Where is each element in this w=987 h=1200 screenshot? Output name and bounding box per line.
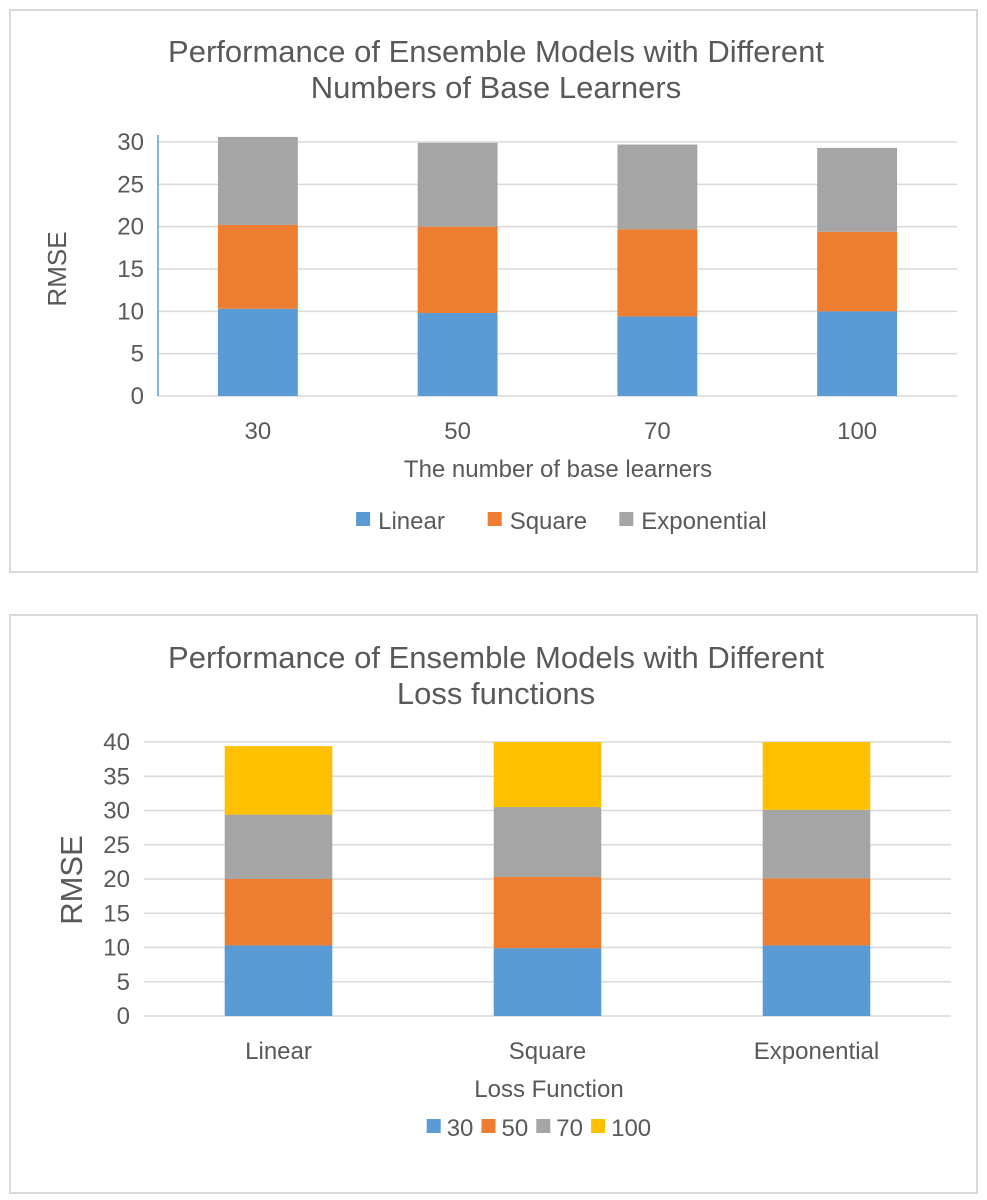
y-tick-labels: 0 5 10 15 20 25 30 — [117, 129, 144, 410]
chart-title-line-2: Numbers of Base Learners — [311, 70, 681, 105]
y-tick-labels: 0 5 10 15 20 25 30 35 40 — [103, 729, 130, 1030]
bar-70-square — [493, 807, 602, 877]
legend-swatch-70 — [536, 1119, 551, 1133]
x-tick-label: 30 — [245, 418, 272, 445]
x-tick-label: 70 — [644, 418, 671, 445]
legend-swatch-50 — [481, 1119, 496, 1133]
y-tick-label: 10 — [117, 298, 144, 325]
x-tick-label: 100 — [837, 418, 877, 445]
chart-loss-functions: Performance of Ensemble Models with Diff… — [54, 640, 951, 1142]
x-tick-labels: Linear Square Exponential — [245, 1038, 879, 1065]
y-tick-label: 25 — [117, 171, 144, 198]
y-tick-label: 0 — [131, 383, 144, 410]
bar-square-100 — [817, 231, 898, 312]
legend-swatch-exponential — [619, 512, 634, 526]
legend-swatch-square — [487, 512, 502, 526]
legend-swatch-30 — [426, 1119, 441, 1133]
bars — [224, 742, 871, 1016]
y-tick-label: 40 — [103, 729, 130, 756]
x-axis-label: The number of base learners — [404, 456, 712, 483]
legend-label-linear: Linear — [378, 508, 445, 535]
y-tick-label: 25 — [103, 832, 130, 859]
x-tick-labels: 30 50 70 100 — [245, 418, 878, 445]
bar-linear-30 — [217, 308, 298, 396]
chart-panel-loss-functions: Performance of Ensemble Models with Diff… — [9, 614, 978, 1194]
bar-exponential-50 — [417, 142, 498, 227]
legend-swatch-100 — [591, 1119, 606, 1133]
chart-base-learners: Performance of Ensemble Models with Diff… — [42, 34, 957, 535]
y-tick-label: 5 — [117, 969, 130, 996]
bar-exponential-100 — [817, 147, 898, 232]
legend: Linear Square Exponential — [356, 508, 767, 535]
y-tick-label: 30 — [117, 129, 144, 156]
bars — [217, 136, 898, 396]
y-tick-label: 5 — [131, 341, 144, 368]
y-tick-label: 10 — [103, 935, 130, 962]
bar-100-square — [493, 742, 602, 808]
y-tick-label: 20 — [103, 866, 130, 893]
x-tick-label: Square — [509, 1038, 586, 1065]
bar-100-exponential — [762, 742, 871, 810]
bar-30-exponential — [762, 945, 871, 1016]
bar-exponential-30 — [217, 136, 298, 225]
y-tick-label: 0 — [117, 1003, 130, 1030]
bar-linear-70 — [617, 316, 698, 396]
bar-linear-50 — [417, 313, 498, 396]
bar-linear-100 — [817, 311, 898, 396]
y-axis-label: RMSE — [42, 231, 72, 306]
chart-title-line-2: Loss functions — [397, 676, 595, 711]
bar-50-linear — [224, 879, 333, 946]
bar-100-linear — [224, 746, 333, 815]
y-tick-label: 15 — [103, 900, 130, 927]
bar-square-50 — [417, 226, 498, 314]
y-axis-label: RMSE — [54, 835, 89, 925]
legend-label-50: 50 — [502, 1115, 529, 1142]
legend-label-exponential: Exponential — [641, 508, 766, 535]
y-tick-label: 20 — [117, 214, 144, 241]
x-tick-label: 50 — [444, 418, 471, 445]
y-tick-label: 30 — [103, 798, 130, 825]
bar-70-linear — [224, 814, 333, 879]
legend-label-70: 70 — [556, 1115, 583, 1142]
chart-panel-base-learners: Performance of Ensemble Models with Diff… — [9, 9, 978, 573]
bar-30-square — [493, 948, 602, 1016]
chart-title-line-1: Performance of Ensemble Models with Diff… — [168, 640, 824, 675]
legend-label-square: Square — [510, 508, 587, 535]
bar-exponential-70 — [617, 144, 698, 230]
bar-square-30 — [217, 224, 298, 309]
bar-50-exponential — [762, 878, 871, 946]
legend-label-30: 30 — [447, 1115, 474, 1142]
x-tick-label: Exponential — [754, 1038, 879, 1065]
y-tick-label: 15 — [117, 256, 144, 283]
chart-title-line-1: Performance of Ensemble Models with Diff… — [168, 34, 824, 69]
bar-70-exponential — [762, 809, 871, 879]
bar-square-70 — [617, 229, 698, 317]
bar-30-linear — [224, 945, 333, 1016]
legend-swatch-linear — [356, 512, 371, 526]
legend-label-100: 100 — [611, 1115, 651, 1142]
y-tick-label: 35 — [103, 763, 130, 790]
legend: 30 50 70 100 — [426, 1115, 651, 1142]
bar-50-square — [493, 876, 602, 949]
x-axis-label: Loss Function — [474, 1076, 623, 1103]
x-tick-label: Linear — [245, 1038, 312, 1065]
